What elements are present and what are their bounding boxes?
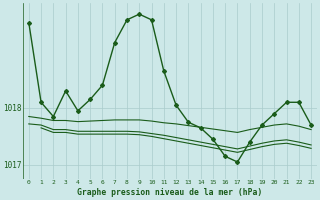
X-axis label: Graphe pression niveau de la mer (hPa): Graphe pression niveau de la mer (hPa) bbox=[77, 188, 263, 197]
